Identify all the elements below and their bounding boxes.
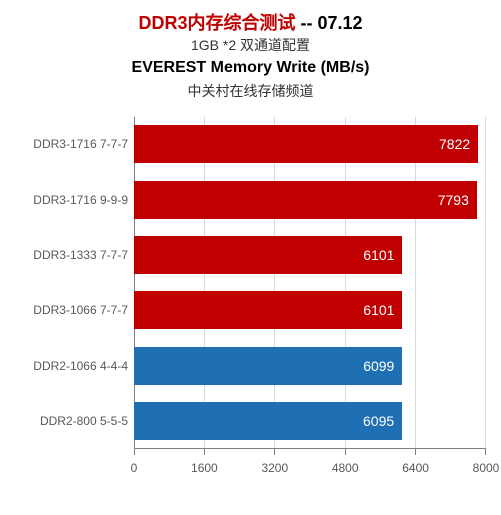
x-tick	[274, 449, 275, 455]
plot-area: DDR3-1716 7-7-7 DDR3-1716 9-9-9 DDR3-1333 …	[14, 117, 487, 477]
x-axis-label: 3200	[261, 461, 288, 475]
chart-subtitle-source: 中关村在线存储频道	[14, 80, 487, 102]
chart-title-line1: DDR3内存综合测试 -- 07.12	[14, 12, 487, 35]
x-axis-label: 0	[131, 461, 138, 475]
x-tick	[485, 449, 486, 455]
bar-row: 6095	[134, 402, 486, 440]
bar: 6101	[134, 236, 402, 274]
bar-row: 6099	[134, 347, 486, 385]
bars-area: 7822 7793 6101 6101 6099 6095	[134, 117, 486, 449]
bar-value-label: 7793	[438, 192, 469, 208]
bar-value-label: 6099	[363, 358, 394, 374]
chart-subtitle-config: 1GB *2 双通道配置	[14, 35, 487, 56]
bar: 7793	[134, 181, 477, 219]
title-red-text: DDR3内存综合测试	[138, 13, 295, 33]
x-axis-label: 8000	[473, 461, 500, 475]
y-axis-label: DDR3-1716 9-9-9	[14, 181, 134, 219]
title-date: 07.12	[317, 13, 362, 33]
bar-value-label: 6101	[363, 302, 394, 318]
bar-row: 7822	[134, 125, 486, 163]
bar: 6095	[134, 402, 402, 440]
x-axis-ticks	[134, 449, 486, 455]
x-tick	[204, 449, 205, 455]
chart-subtitle-metric: EVEREST Memory Write (MB/s)	[14, 56, 487, 80]
y-axis-labels: DDR3-1716 7-7-7 DDR3-1716 9-9-9 DDR3-1333 …	[14, 117, 134, 449]
bar: 6099	[134, 347, 402, 385]
bar-row: 7793	[134, 181, 486, 219]
x-tick	[415, 449, 416, 455]
y-axis-label: DDR3-1716 7-7-7	[14, 125, 134, 163]
x-axis-label: 1600	[191, 461, 218, 475]
bar: 7822	[134, 125, 478, 163]
x-axis-label: 6400	[402, 461, 429, 475]
x-tick	[345, 449, 346, 455]
y-axis-label: DDR3-1066 7-7-7	[14, 291, 134, 329]
y-axis-label: DDR3-1333 7-7-7	[14, 236, 134, 274]
bar-value-label: 7822	[439, 136, 470, 152]
title-sep: --	[295, 13, 317, 33]
chart-container: DDR3内存综合测试 -- 07.12 1GB *2 双通道配置 EVEREST…	[0, 0, 501, 515]
y-axis-label: DDR2-800 5-5-5	[14, 402, 134, 440]
x-tick	[134, 449, 135, 455]
bar: 6101	[134, 291, 402, 329]
x-axis-label: 4800	[332, 461, 359, 475]
bar-value-label: 6095	[363, 413, 394, 429]
y-axis-label: DDR2-1066 4-4-4	[14, 347, 134, 385]
bar-row: 6101	[134, 236, 486, 274]
bar-row: 6101	[134, 291, 486, 329]
bar-value-label: 6101	[363, 247, 394, 263]
x-axis-labels: 016003200480064008000	[134, 457, 486, 477]
